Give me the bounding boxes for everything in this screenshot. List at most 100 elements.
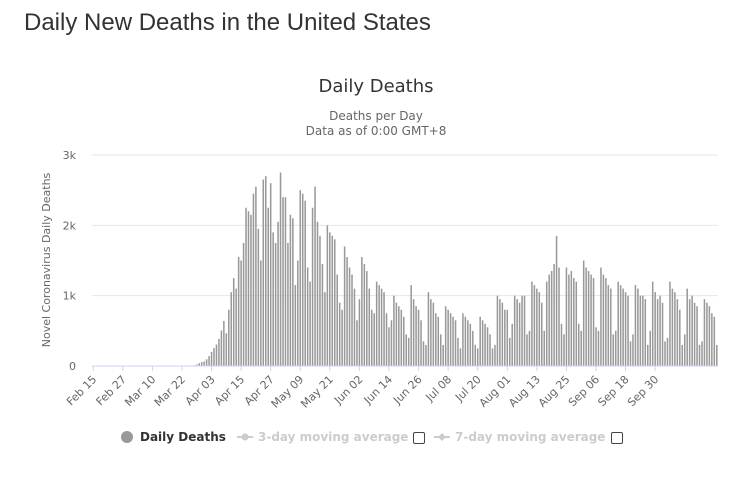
bar[interactable]: [479, 316, 481, 366]
bar[interactable]: [361, 256, 363, 366]
bar[interactable]: [563, 334, 565, 366]
bar[interactable]: [499, 299, 501, 366]
bar[interactable]: [605, 278, 607, 366]
bar[interactable]: [348, 267, 351, 366]
bar[interactable]: [501, 302, 504, 366]
bar[interactable]: [469, 323, 472, 366]
bar[interactable]: [215, 344, 218, 366]
bar[interactable]: [250, 214, 252, 366]
bar[interactable]: [656, 299, 659, 366]
bar[interactable]: [301, 193, 304, 366]
bar[interactable]: [427, 292, 430, 366]
bar[interactable]: [669, 281, 671, 366]
bar[interactable]: [403, 316, 405, 366]
bar[interactable]: [464, 316, 467, 366]
bar[interactable]: [679, 309, 681, 366]
bar[interactable]: [208, 356, 210, 366]
bar[interactable]: [228, 309, 230, 366]
bar[interactable]: [634, 285, 637, 366]
bar[interactable]: [457, 337, 459, 366]
bar[interactable]: [691, 295, 693, 366]
bar[interactable]: [213, 348, 215, 366]
bar[interactable]: [282, 197, 284, 366]
bar[interactable]: [415, 306, 417, 366]
bar[interactable]: [289, 214, 292, 366]
bar[interactable]: [385, 313, 388, 366]
bar[interactable]: [198, 363, 200, 366]
legend-item-7-day-moving-average[interactable]: 7-day moving average: [434, 430, 605, 444]
bar[interactable]: [533, 285, 536, 366]
bar[interactable]: [378, 285, 380, 366]
bar[interactable]: [430, 299, 432, 366]
bar[interactable]: [366, 271, 368, 366]
bar[interactable]: [629, 341, 632, 366]
bar[interactable]: [580, 330, 582, 366]
bar[interactable]: [639, 295, 642, 366]
bar[interactable]: [299, 190, 302, 366]
bar[interactable]: [203, 361, 205, 366]
bar[interactable]: [622, 288, 624, 366]
bar[interactable]: [683, 334, 686, 366]
bar[interactable]: [452, 316, 454, 366]
bar[interactable]: [506, 309, 509, 366]
bar[interactable]: [395, 302, 398, 366]
bar[interactable]: [693, 302, 696, 366]
bar[interactable]: [523, 295, 526, 366]
bar[interactable]: [713, 316, 716, 366]
bar[interactable]: [223, 320, 225, 366]
bar[interactable]: [654, 292, 656, 366]
bar[interactable]: [400, 309, 403, 366]
bar[interactable]: [664, 341, 666, 366]
bar[interactable]: [703, 299, 706, 366]
bar[interactable]: [624, 292, 627, 366]
bar[interactable]: [412, 299, 415, 366]
bar[interactable]: [341, 309, 343, 366]
bar[interactable]: [370, 309, 373, 366]
bar[interactable]: [489, 334, 491, 366]
bar[interactable]: [612, 334, 615, 366]
bar[interactable]: [474, 344, 477, 366]
bar[interactable]: [237, 256, 240, 366]
bar[interactable]: [508, 337, 511, 366]
bar[interactable]: [260, 260, 262, 367]
bar[interactable]: [595, 327, 597, 366]
bar[interactable]: [597, 330, 600, 366]
bar[interactable]: [449, 313, 452, 366]
bar[interactable]: [698, 344, 701, 366]
bar[interactable]: [356, 320, 358, 366]
bar[interactable]: [336, 274, 338, 366]
bar[interactable]: [390, 320, 393, 366]
bar[interactable]: [659, 295, 661, 366]
bar[interactable]: [521, 295, 523, 366]
bar[interactable]: [585, 267, 587, 366]
bar[interactable]: [531, 281, 533, 366]
bar[interactable]: [688, 299, 691, 366]
bar[interactable]: [607, 285, 610, 366]
bar[interactable]: [511, 323, 513, 366]
bar[interactable]: [570, 271, 573, 366]
bar[interactable]: [410, 285, 412, 366]
bar[interactable]: [232, 278, 235, 366]
bar[interactable]: [422, 341, 425, 366]
bar[interactable]: [637, 288, 639, 366]
bar[interactable]: [267, 207, 269, 366]
bar[interactable]: [321, 264, 324, 366]
bar[interactable]: [407, 337, 410, 366]
bar[interactable]: [314, 186, 316, 366]
legend-item-3-day-moving-average[interactable]: 3-day moving average: [237, 430, 408, 444]
bar[interactable]: [590, 274, 592, 366]
bar[interactable]: [319, 235, 321, 366]
bar[interactable]: [481, 320, 484, 366]
bar[interactable]: [661, 302, 664, 366]
bar[interactable]: [432, 302, 435, 366]
bar[interactable]: [582, 260, 585, 367]
bar[interactable]: [417, 309, 420, 366]
bar[interactable]: [368, 288, 371, 366]
bar[interactable]: [269, 183, 272, 366]
bar[interactable]: [666, 337, 669, 366]
bar[interactable]: [277, 221, 279, 366]
bar[interactable]: [651, 281, 654, 366]
bar[interactable]: [292, 218, 294, 366]
bar[interactable]: [555, 235, 558, 366]
bar[interactable]: [649, 330, 651, 366]
